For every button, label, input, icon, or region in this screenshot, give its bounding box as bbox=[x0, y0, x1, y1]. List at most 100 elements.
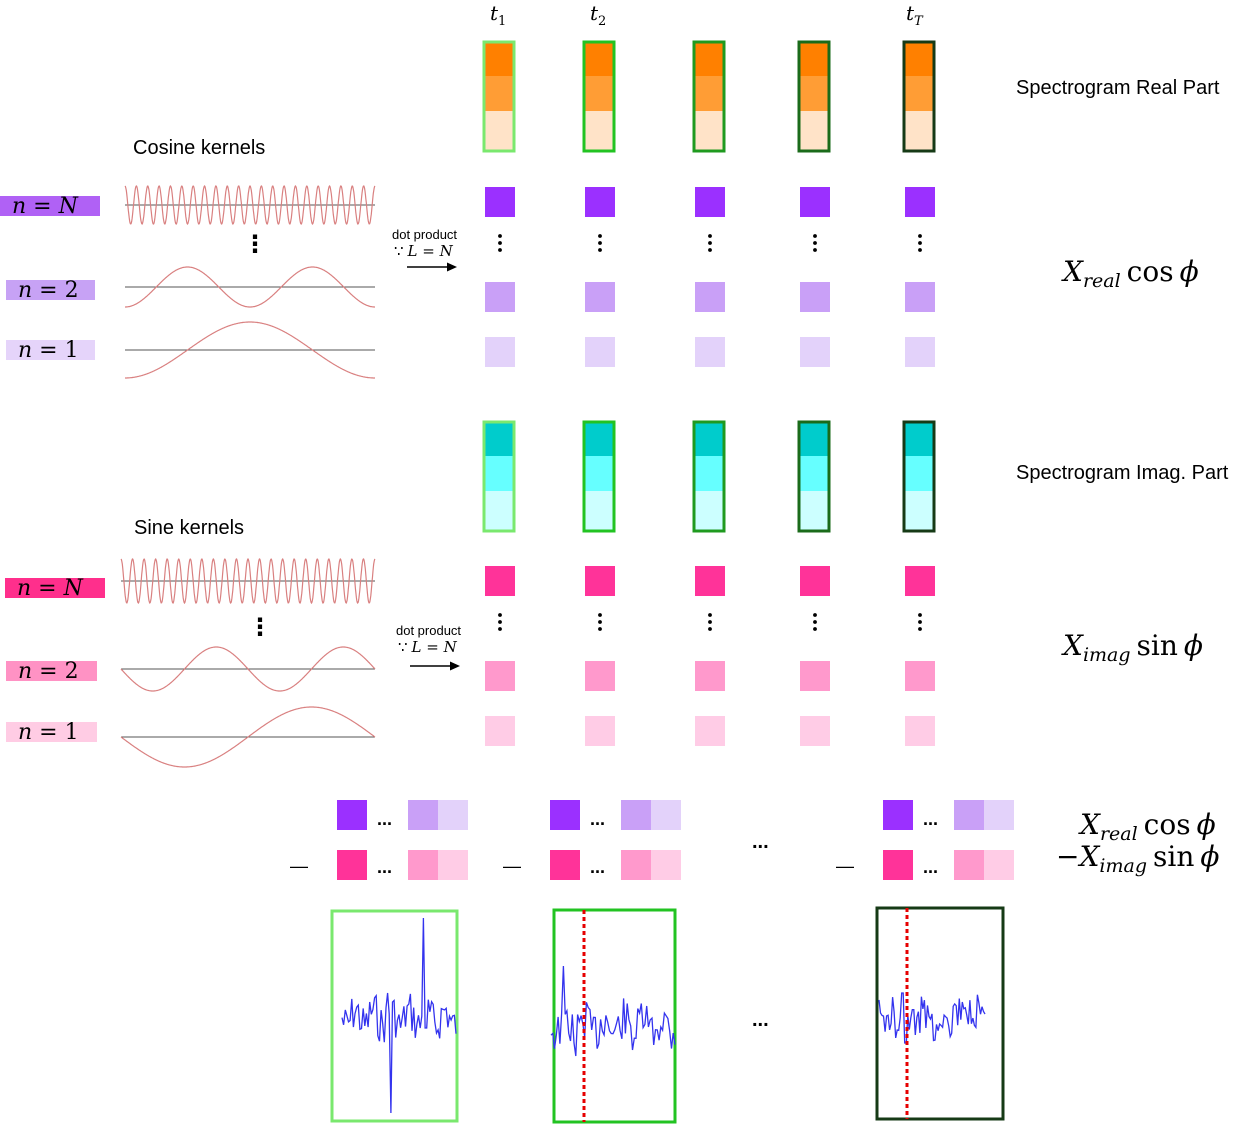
combine-dots-bottom-1: ... bbox=[377, 857, 392, 877]
imag-cell-mid-4 bbox=[799, 456, 829, 491]
sin-ellipsis-dot-1-2 bbox=[498, 620, 502, 624]
waveform-signal-2 bbox=[550, 965, 676, 1057]
sin-square-2-5 bbox=[905, 661, 935, 691]
imag-column-frame-1 bbox=[482, 420, 516, 533]
sine-kernel-2-wave bbox=[120, 646, 376, 692]
sin-square-N-5 bbox=[905, 566, 935, 596]
cosine-kernels-title: Cosine kernels bbox=[133, 137, 265, 159]
imag-cell-light-5 bbox=[904, 491, 934, 531]
real-part-title: Spectrogram Real Part bbox=[1016, 77, 1220, 99]
cos-ellipsis-dot-4-1 bbox=[813, 234, 817, 238]
n-label-1-sin: n = 1 bbox=[18, 720, 79, 745]
waveform-frame-1 bbox=[330, 909, 459, 1123]
cosine-kernel-1-wave bbox=[125, 321, 375, 379]
sin-ellipsis-dot-4-3 bbox=[813, 627, 817, 631]
cosine-kernel-N-wave bbox=[124, 185, 376, 225]
sine-dot-product-arrow: dot product ∵ L = N bbox=[396, 623, 461, 671]
n-label-N-cos: n = N bbox=[12, 194, 79, 219]
cos-ellipsis-dot-1-2 bbox=[498, 241, 502, 245]
sin-ellipsis-dot-4-2 bbox=[813, 620, 817, 624]
n-label-bg-N-sin bbox=[5, 578, 105, 598]
combine-pink-dark-1 bbox=[337, 850, 367, 880]
real-cell-light-4 bbox=[799, 111, 829, 151]
dot-product-condition-cos: ∵ L = N bbox=[394, 242, 454, 260]
cosine-dot-product-arrow: dot product ∵ L = N bbox=[392, 227, 457, 272]
cos-ellipsis-dot-5-1 bbox=[918, 234, 922, 238]
cos-ellipsis-dot-2-2 bbox=[598, 241, 602, 245]
cos-square-N-4 bbox=[800, 187, 830, 217]
combine-pink-light-2 bbox=[651, 850, 681, 880]
imag-cell-mid-1 bbox=[484, 456, 514, 491]
formula-combine-top: Xreal cos ϕ bbox=[1078, 808, 1216, 845]
waveform-frame-3 bbox=[875, 906, 1005, 1121]
sine-coefficient-squares bbox=[485, 566, 935, 746]
n-label-2-cos: n = 2 bbox=[18, 278, 79, 303]
cos-square-1-5 bbox=[905, 337, 935, 367]
sin-square-2-2 bbox=[585, 661, 615, 691]
cos-square-N-5 bbox=[905, 187, 935, 217]
time-labels: t1 t2 tT bbox=[490, 1, 924, 29]
time-label-t2: t2 bbox=[590, 1, 606, 29]
cos-ellipsis-dot-3-2 bbox=[708, 241, 712, 245]
formula-combine-bottom: −Ximag sin ϕ bbox=[1056, 840, 1219, 877]
cos-square-2-1 bbox=[485, 282, 515, 312]
n-label-2-sin: n = 2 bbox=[18, 659, 79, 684]
sin-square-N-2 bbox=[585, 566, 615, 596]
sin-ellipsis-dot-5-2 bbox=[918, 620, 922, 624]
sin-ellipsis-dot-3-1 bbox=[708, 613, 712, 617]
cos-square-1-1 bbox=[485, 337, 515, 367]
combine-pink-mid-3 bbox=[954, 850, 984, 880]
sin-ellipsis-dot-2-1 bbox=[598, 613, 602, 617]
imag-cell-mid-5 bbox=[904, 456, 934, 491]
n-label-N-sin: n = N bbox=[17, 576, 84, 601]
real-column-frame-1 bbox=[482, 40, 516, 153]
combine-between-dots: ... bbox=[752, 831, 769, 853]
imag-cell-light-3 bbox=[694, 491, 724, 531]
real-cell-light-2 bbox=[584, 111, 614, 151]
imag-cell-dark-5 bbox=[904, 422, 934, 456]
combine-dots-bottom-2: ... bbox=[590, 857, 605, 877]
combine-purple-mid-2 bbox=[621, 800, 651, 830]
combine-purple-light-1 bbox=[438, 800, 468, 830]
cos-ellipsis-dot-1-1 bbox=[498, 234, 502, 238]
real-cell-light-1 bbox=[484, 111, 514, 151]
combine-pink-mid-2 bbox=[621, 850, 651, 880]
cos-square-1-3 bbox=[695, 337, 725, 367]
real-column-frame-5 bbox=[902, 40, 936, 153]
imag-part-title: Spectrogram Imag. Part bbox=[1016, 462, 1229, 484]
real-cell-dark-1 bbox=[484, 42, 514, 76]
cos-ellipsis-dot-2-1 bbox=[598, 234, 602, 238]
combine-pink-light-1 bbox=[438, 850, 468, 880]
imag-column-frame-5 bbox=[902, 420, 936, 533]
cos-square-2-3 bbox=[695, 282, 725, 312]
real-cell-mid-1 bbox=[484, 76, 514, 111]
combine-purple-mid-3 bbox=[954, 800, 984, 830]
imag-column-frame-4 bbox=[797, 420, 831, 533]
n-label-bg-2-cos bbox=[6, 280, 95, 300]
cos-square-N-1 bbox=[485, 187, 515, 217]
real-cell-dark-5 bbox=[904, 42, 934, 76]
real-cell-light-3 bbox=[694, 111, 724, 151]
cos-ellipsis-dot-5-2 bbox=[918, 241, 922, 245]
combine-pink-light-3 bbox=[984, 850, 1014, 880]
kernel-waveforms bbox=[120, 185, 376, 768]
sin-square-N-1 bbox=[485, 566, 515, 596]
sine-kernels-title: Sine kernels bbox=[134, 517, 244, 539]
sin-square-2-3 bbox=[695, 661, 725, 691]
arrow-head-cos bbox=[447, 262, 457, 272]
cos-square-N-2 bbox=[585, 187, 615, 217]
real-cell-dark-2 bbox=[584, 42, 614, 76]
real-cell-mid-5 bbox=[904, 76, 934, 111]
n-label-bg-2-sin bbox=[6, 661, 97, 681]
imag-cell-mid-2 bbox=[584, 456, 614, 491]
sin-square-2-1 bbox=[485, 661, 515, 691]
combine-minus-3: — bbox=[836, 856, 854, 876]
cosine-n-labels: n = N n = 2 n = 1 bbox=[0, 194, 100, 363]
waveform-frame-2 bbox=[552, 908, 677, 1124]
sin-ellipsis-dot-1-3 bbox=[498, 627, 502, 631]
real-cell-mid-3 bbox=[694, 76, 724, 111]
cosine-coefficient-squares bbox=[485, 187, 935, 367]
combine-purple-light-3 bbox=[984, 800, 1014, 830]
combine-pink-dark-2 bbox=[550, 850, 580, 880]
